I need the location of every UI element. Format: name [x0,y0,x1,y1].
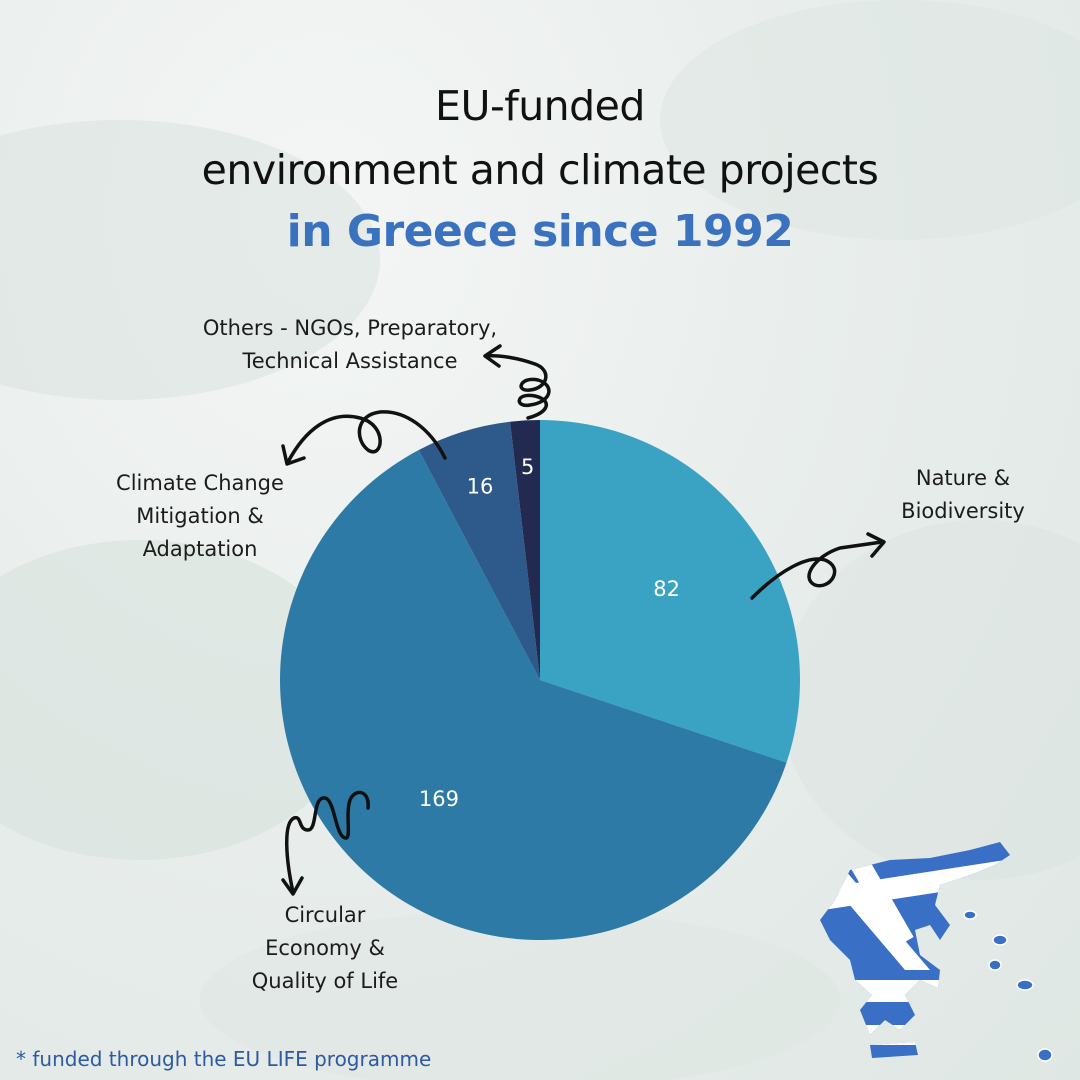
label-circular-line-2: Economy & [265,936,385,960]
label-nature-line-2: Biodiversity [901,499,1025,523]
label-climate-change: Climate Change Mitigation & Adaptation [95,467,305,566]
label-circular-line-3: Quality of Life [251,969,399,993]
pie-slice-0 [540,420,801,763]
arrow-nature [750,540,884,600]
title-line-1: EU-funded [435,82,645,130]
label-climate-line-2: Mitigation & [136,504,264,528]
label-nature-biodiversity: Nature & Biodiversity [878,462,1048,528]
island-1 [963,910,977,920]
pie-slice-2 [418,421,540,680]
pie-value-label-0: 82 [653,577,680,601]
island-5 [1037,1048,1053,1062]
arrow-others [484,354,551,420]
title-line-2: environment and climate projects [201,146,879,194]
title-line-3: in Greece since 1992 [286,206,794,257]
pie-value-label-1: 169 [419,787,459,811]
arrow-circular-head [281,876,304,896]
pie-slice-3 [510,420,540,680]
label-circular-line-1: Circular [284,903,366,927]
arrow-climate [286,410,447,464]
pie-value-label-3: 5 [521,455,534,479]
label-nature-line-1: Nature & [915,466,1011,490]
pie-value-label-2: 16 [467,474,494,498]
island-4 [1016,979,1034,991]
arrow-climate-head [281,444,306,466]
island-3 [988,959,1002,971]
label-others: Others - NGOs, Preparatory, Technical As… [165,312,535,378]
map-stripe-3 [820,1025,1010,1045]
label-others-line-2: Technical Assistance [242,349,458,373]
arrow-others-head [483,344,502,368]
arrow-circular [285,790,370,894]
label-others-line-1: Others - NGOs, Preparatory, [202,316,498,340]
footnote: * funded through the EU LIFE programme [16,1047,432,1071]
label-climate-line-3: Adaptation [142,537,258,561]
label-circular-economy: Circular Economy & Quality of Life [225,899,425,998]
island-2 [992,934,1008,946]
arrow-nature-head [866,532,886,558]
label-climate-line-1: Climate Change [116,471,284,495]
greece-flag-map [820,842,1053,1062]
pie-slice-1 [280,449,787,940]
map-cross-diag [820,870,930,970]
